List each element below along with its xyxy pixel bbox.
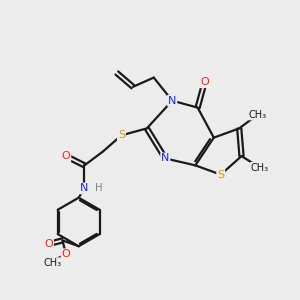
Text: S: S	[118, 130, 125, 140]
Text: S: S	[217, 169, 224, 180]
Text: H: H	[95, 184, 102, 194]
Text: O: O	[61, 249, 70, 259]
Text: N: N	[161, 153, 170, 164]
Text: CH₃: CH₃	[251, 163, 269, 173]
Text: O: O	[200, 77, 209, 87]
Text: N: N	[168, 96, 176, 106]
Text: CH₃: CH₃	[249, 110, 267, 119]
Text: N: N	[80, 184, 88, 194]
Text: O: O	[44, 239, 53, 249]
Text: O: O	[61, 151, 70, 161]
Text: CH₃: CH₃	[43, 258, 61, 268]
